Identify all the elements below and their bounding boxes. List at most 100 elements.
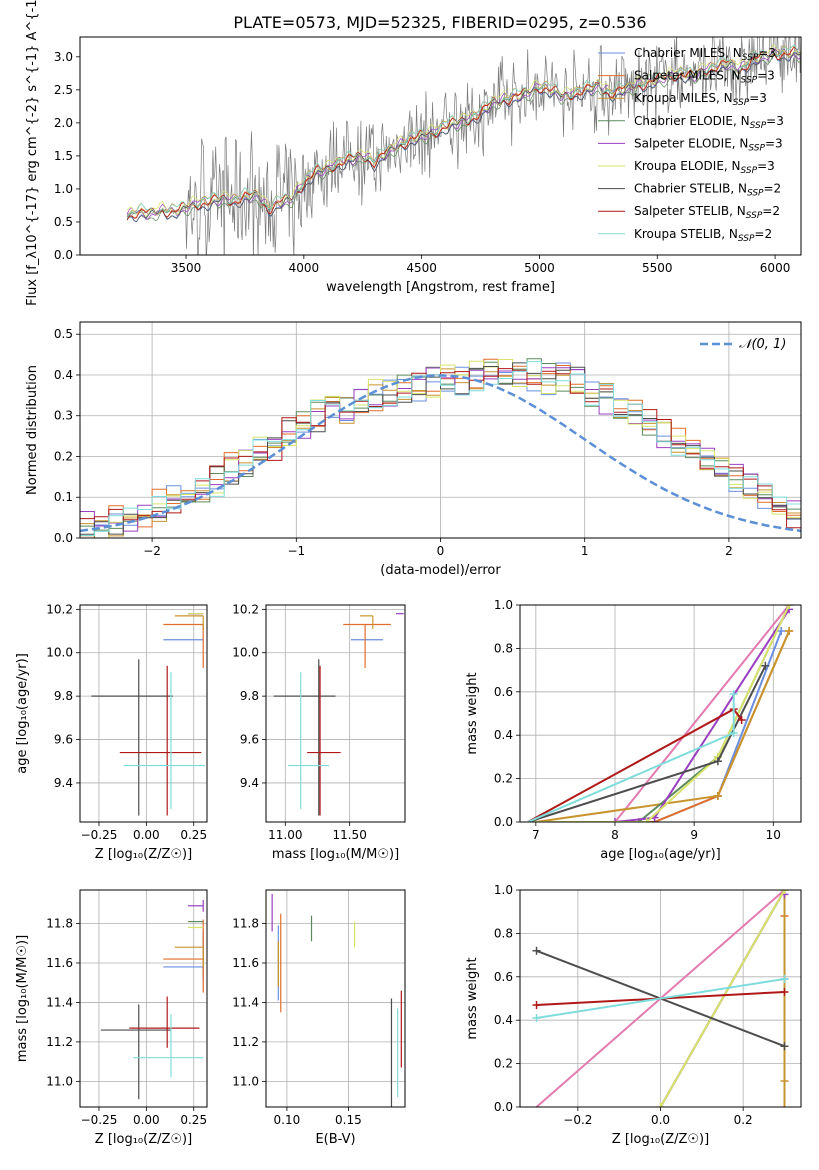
x-tick-label: 11.00 (268, 828, 302, 842)
y-tick-label: 1.0 (494, 883, 513, 897)
x-tick-label: 3500 (171, 261, 202, 275)
plot-area (532, 890, 789, 1107)
y-tick-label: 1.0 (54, 182, 73, 196)
x-tick-label: 0.00 (133, 1113, 160, 1127)
axes-frame (265, 604, 406, 823)
y-tick-label: 0.0 (54, 531, 73, 545)
model-spectrum-kroupa_elodie (126, 44, 801, 218)
axes-frame (79, 604, 208, 823)
y-tick-label: 11.8 (46, 917, 73, 931)
x-tick-label: 9 (690, 828, 698, 842)
figure-title: PLATE=0573, MJD=52325, FIBERID=0295, z=0… (233, 13, 646, 32)
mass-weight-line-chabrier_stelib (527, 665, 767, 822)
mass-weight-line-salpeter_elodie (527, 608, 790, 822)
y-tick-label: 11.6 (46, 956, 73, 970)
x-tick-label: 10 (766, 828, 781, 842)
mass-weight-line-kroupa_elodie (659, 890, 786, 1107)
mass-weight-line-salpeter_miles (527, 630, 791, 822)
y-axis-label: age [log₁₀(age/yr)] (15, 653, 30, 774)
y-tick-label: 11.4 (46, 995, 73, 1009)
mass-weight-vs-metallicity-panel: −0.2 0.0 0.2 0.0 0.2 0.4 0.6 0.8 1.0 Z [log₁₀(Z/Z… (465, 883, 802, 1147)
y-tick-label: 10.2 (232, 602, 259, 616)
legend-label: Chabrier STELIB, NSSP=2 (634, 182, 781, 199)
x-tick-label: 7 (532, 828, 540, 842)
x-tick-label: −2 (143, 544, 161, 558)
y-tick-label: 0.5 (54, 327, 73, 341)
y-tick-label: 11.2 (232, 1035, 259, 1049)
model-spectrum-chabrier_stelib (126, 51, 801, 223)
y-tick-label: 0.0 (54, 248, 73, 262)
plot-area (100, 899, 204, 1100)
mass-vs-ebv-panel: 0.10 0.15 11.0 11.2 11.4 11.6 11.8 E(B-V) (232, 889, 406, 1147)
x-tick-label: −1 (287, 544, 305, 558)
x-tick-label: 0.25 (180, 828, 207, 842)
y-tick-label: 3.0 (54, 50, 73, 64)
x-tick-label: 0 (437, 544, 445, 558)
axes-frame (79, 321, 802, 539)
y-tick-label: 9.4 (240, 776, 259, 790)
y-tick-label: 2.0 (54, 116, 73, 130)
x-tick-label: 5500 (642, 261, 673, 275)
legend-label: Kroupa ELODIE, NSSP=3 (634, 159, 775, 176)
mass-weight-marker-chabrier_stelib (532, 946, 541, 955)
x-tick-label: 6000 (760, 261, 791, 275)
mass-weight-marker-kroupa_elodie (642, 818, 651, 822)
y-tick-label: 0.0 (494, 1100, 513, 1114)
mass-weight-marker-kroupa_stelib (729, 729, 738, 738)
mass-weight-marker-kroupa_stelib (780, 974, 789, 983)
mass-weight-marker-kroupa_miles (713, 791, 722, 800)
plot-area (126, 37, 801, 255)
mass-weight-marker-chabrier_stelib (761, 661, 770, 670)
y-tick-label: 9.6 (54, 733, 73, 747)
y-tick-label: 11.8 (232, 917, 259, 931)
y-tick-label: 1.5 (54, 149, 73, 163)
x-tick-label: 4000 (289, 261, 320, 275)
x-axis-label: (data-model)/error (380, 563, 501, 578)
y-tick-label: 0.2 (494, 772, 513, 786)
x-axis-label: E(B-V) (315, 1132, 355, 1147)
y-tick-label: 0.1 (54, 490, 73, 504)
plot-area (527, 605, 794, 822)
mass-weight-marker-kroupa_miles (780, 1076, 789, 1085)
mass-weight-marker-chabrier_stelib (780, 1042, 789, 1051)
y-tick-label: 10.2 (46, 602, 73, 616)
observed-spectrum (126, 37, 801, 255)
age-vs-metallicity-panel: −0.25 0.00 0.25 9.4 9.6 9.8 10.0 10.2 Z [log₁₀(Z… (15, 602, 208, 862)
y-tick-label: 0.6 (494, 970, 513, 984)
x-tick-label: 8 (611, 828, 619, 842)
model-spectrum-kroupa_stelib (126, 44, 801, 219)
x-tick-label: 0.0 (651, 1113, 670, 1127)
y-tick-label: 0.4 (54, 368, 73, 382)
y-tick-label: 11.2 (46, 1035, 73, 1049)
legend-label: Kroupa STELIB, NSSP=2 (634, 227, 772, 244)
x-tick-label: −0.2 (563, 1113, 592, 1127)
mass-weight-marker-chabrier_stelib (713, 757, 722, 766)
y-tick-label: 9.6 (240, 733, 259, 747)
legend-label: Chabrier ELODIE, NSSP=3 (634, 114, 784, 131)
y-tick-label: 1.0 (494, 598, 513, 612)
x-tick-label: 11.50 (332, 828, 366, 842)
y-tick-label: 9.8 (54, 689, 73, 703)
mass-weight-marker-salpeter_elodie (610, 818, 619, 822)
x-tick-label: 4500 (406, 261, 437, 275)
y-tick-label: 9.4 (54, 776, 73, 790)
mass-weight-marker-kroupa_stelib (729, 689, 738, 698)
mass-weight-marker-kroupa_elodie (780, 890, 789, 894)
spectrum-panel: 3500 4000 4500 5000 5500 6000 0.0 0.5 1.0 1.5 2.0 2… (25, 0, 802, 306)
residual-histogram-panel: −2 −1 0 1 2 0.0 0.1 0.2 0.3 0.4 0.5 (data-model)/er… (25, 321, 802, 578)
legend-label: 𝒩(0, 1) (739, 337, 786, 352)
legend-label: Salpeter MILES, NSSP=3 (634, 69, 775, 86)
mass-weight-line-kroupa_elodie (527, 605, 791, 822)
y-tick-label: 0.5 (54, 215, 73, 229)
mass-weight-line-chabrier_miles (527, 630, 783, 822)
y-tick-label: 0.6 (494, 685, 513, 699)
y-tick-label: 0.4 (494, 728, 513, 742)
x-tick-label: 1 (581, 544, 589, 558)
y-tick-label: 0.8 (494, 926, 513, 940)
y-axis-label: mass weight (465, 672, 480, 754)
mass-weight-marker-kroupa_elodie (656, 1103, 665, 1107)
y-tick-label: 0.0 (494, 815, 513, 829)
mass-weight-marker-kroupa_stelib (532, 1014, 541, 1023)
plot-area (271, 893, 402, 1107)
